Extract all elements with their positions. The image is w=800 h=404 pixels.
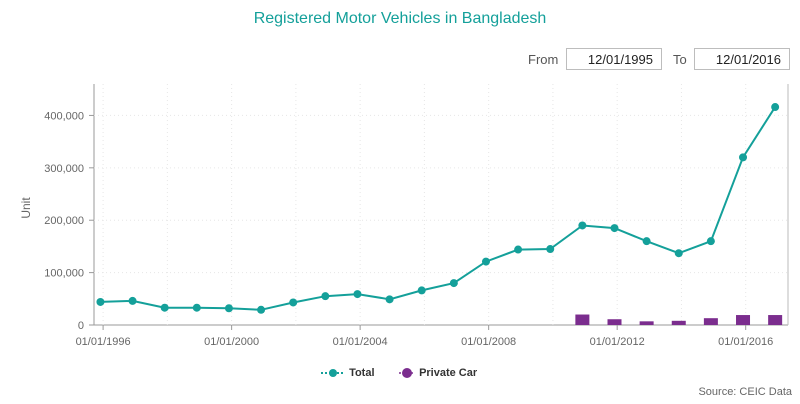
total-data-point[interactable]	[610, 224, 619, 233]
total-data-point[interactable]	[417, 286, 426, 295]
y-tick-label: 200,000	[44, 215, 84, 227]
x-tick-label: 01/01/2016	[718, 336, 773, 348]
private-car-bar[interactable]	[639, 321, 654, 325]
legend-total-icon	[321, 369, 345, 377]
total-data-point[interactable]	[257, 305, 266, 314]
total-data-point[interactable]	[642, 237, 651, 246]
x-tick-label: 01/01/2004	[333, 336, 388, 348]
y-tick-label: 0	[78, 320, 84, 332]
total-data-point[interactable]	[674, 249, 683, 258]
legend-item-private-car[interactable]: Private Car	[398, 366, 477, 380]
private-car-bar[interactable]	[768, 315, 783, 325]
legend-item-total[interactable]: Total	[320, 366, 375, 380]
private-car-bar[interactable]	[703, 318, 718, 325]
total-data-point[interactable]	[514, 245, 523, 254]
total-data-point[interactable]	[771, 103, 780, 112]
total-data-point[interactable]	[224, 304, 233, 313]
total-data-point[interactable]	[289, 298, 298, 307]
from-label: From	[528, 52, 559, 67]
chart-title: Registered Motor Vehicles in Bangladesh	[253, 10, 547, 27]
to-date-input[interactable]: 12/01/2016	[694, 48, 790, 70]
x-tick-label: 01/01/2000	[204, 336, 259, 348]
x-tick-label: 01/01/2012	[590, 336, 645, 348]
y-tick-label: 100,000	[44, 268, 84, 280]
total-data-point[interactable]	[96, 297, 105, 306]
total-data-point[interactable]	[739, 153, 748, 162]
legend-private-car-label: Private Car	[419, 366, 478, 379]
legend-total-label: Total	[349, 366, 375, 379]
total-series-line	[100, 106, 776, 311]
x-axis-ticks: 01/01/1996 01/01/2000 01/01/2004 01/01/2008…	[76, 325, 773, 348]
y-tick-label: 400,000	[44, 110, 84, 122]
total-data-point[interactable]	[128, 296, 137, 305]
gridlines	[93, 84, 789, 326]
source-note: Source: CEIC Data	[698, 386, 792, 398]
total-data-point[interactable]	[481, 257, 490, 266]
from-date-input[interactable]: 12/01/1995	[566, 48, 662, 70]
total-data-point[interactable]	[578, 221, 587, 230]
total-data-point[interactable]	[706, 237, 715, 246]
private-car-bar[interactable]	[607, 319, 622, 325]
total-data-point[interactable]	[449, 279, 458, 288]
y-tick-label: 300,000	[44, 163, 84, 175]
total-data-point[interactable]	[160, 303, 169, 312]
private-car-bars	[575, 314, 783, 325]
to-label: To	[673, 52, 687, 67]
total-data-point[interactable]	[385, 295, 394, 304]
private-car-bar[interactable]	[671, 320, 686, 325]
total-data-point[interactable]	[321, 292, 330, 301]
private-car-bar[interactable]	[575, 314, 590, 325]
legend: Total Private Car	[0, 366, 800, 384]
private-car-bar[interactable]	[736, 315, 751, 325]
total-series-points	[96, 103, 780, 314]
y-axis-title: Unit	[19, 197, 33, 219]
total-data-point[interactable]	[353, 290, 362, 299]
x-tick-label: 01/01/2008	[461, 336, 516, 348]
total-data-point[interactable]	[192, 303, 201, 312]
legend-private-car-icon	[399, 368, 415, 378]
x-tick-label: 01/01/1996	[76, 336, 131, 348]
y-axis-ticks: 0 100,000 200,000 300,000 400,000	[44, 110, 94, 332]
total-data-point[interactable]	[546, 245, 555, 254]
